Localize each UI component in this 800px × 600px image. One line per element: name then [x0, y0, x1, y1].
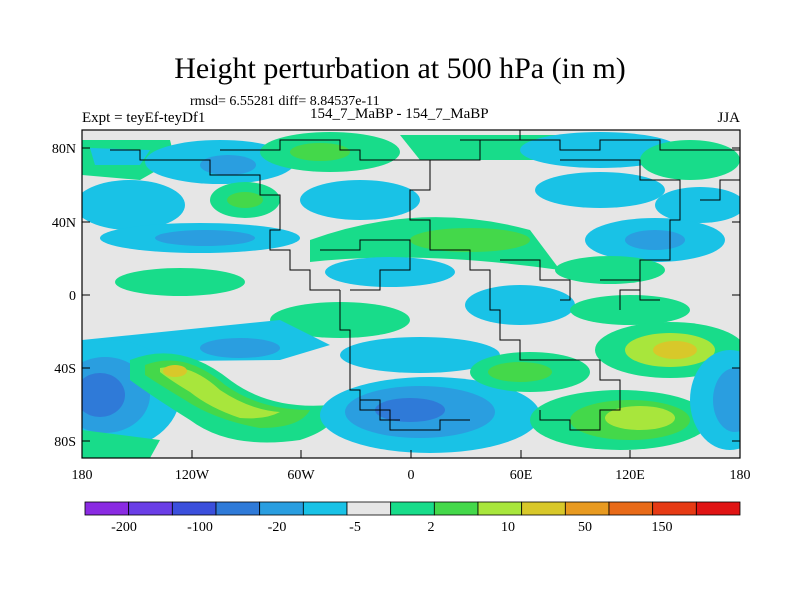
colorbar-swatch — [346, 501, 392, 516]
plot-title: Height perturbation at 500 hPa (in m) — [174, 52, 626, 85]
colorbar-label: 50 — [578, 520, 592, 535]
lon-tick-label: 180 — [72, 468, 93, 483]
colorbar-label: 10 — [501, 520, 515, 535]
coastlines — [110, 130, 740, 431]
lon-tick-label: 120W — [175, 468, 210, 483]
colorbar-label: -100 — [187, 520, 213, 535]
lat-tick-label: 40N — [52, 216, 76, 231]
lat-tick-label: 0 — [69, 289, 76, 304]
colorbar — [84, 501, 741, 516]
lon-tick-label: 60E — [510, 468, 533, 483]
colorbar-swatch — [215, 501, 261, 516]
colorbar-swatch — [564, 501, 610, 516]
lat-tick-marks — [82, 147, 740, 442]
stats-line: rmsd= 6.55281 diff= 8.84537e-11 — [190, 94, 380, 109]
colorbar-label: -200 — [111, 520, 137, 535]
colorbar-label: 150 — [652, 520, 673, 535]
colorbar-swatch — [171, 501, 217, 516]
colorbar-label: -5 — [349, 520, 361, 535]
colorbar-swatch — [390, 501, 435, 516]
lat-tick-label: 80S — [54, 435, 76, 450]
experiment-label: Expt = teyEf-teyDf1 — [82, 110, 206, 126]
colorbar-label: 2 — [428, 520, 435, 535]
lon-tick-label: 60W — [287, 468, 315, 483]
season-label: JJA — [717, 110, 740, 126]
colorbar-swatch — [302, 501, 348, 516]
contour-field — [82, 130, 740, 458]
lat-tick-label: 80N — [52, 142, 76, 157]
lon-tick-marks — [81, 450, 741, 458]
colorbar-swatch — [695, 501, 741, 516]
colorbar-label: -20 — [268, 520, 287, 535]
colorbar-swatch — [128, 501, 173, 516]
colorbar-swatch — [433, 501, 479, 516]
lon-tick-label: 180 — [730, 468, 751, 483]
colorbar-swatch — [608, 501, 654, 516]
colorbar-swatch — [84, 501, 130, 516]
colorbar-swatch — [521, 501, 566, 516]
lon-tick-label: 120E — [615, 468, 645, 483]
lon-tick-label: 0 — [408, 468, 415, 483]
case-label: 154_7_MaBP - 154_7_MaBP — [310, 106, 489, 122]
colorbar-swatch — [477, 501, 523, 516]
lat-tick-label: 40S — [54, 362, 76, 377]
colorbar-swatch — [652, 501, 697, 516]
colorbar-swatch — [259, 501, 304, 516]
